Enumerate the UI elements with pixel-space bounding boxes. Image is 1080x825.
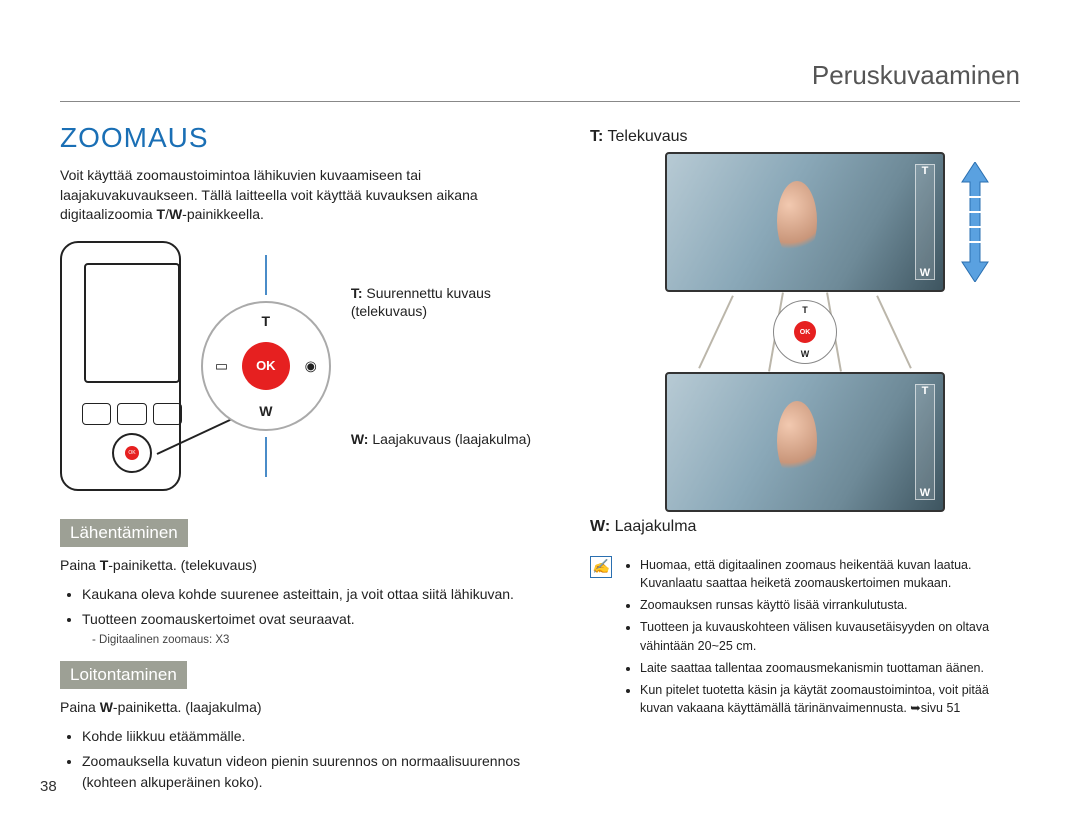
pointer-line-t xyxy=(265,255,267,295)
list-item: Tuotteen ja kuvauskohteen välisen kuvaus… xyxy=(640,618,1020,654)
list-item: Zoomauksen runsas käyttö lisää virrankul… xyxy=(640,596,1020,614)
zoom-in-bullets: Kaukana oleva kohde suurenee asteittain,… xyxy=(60,584,540,649)
list-item: Kun pitelet tuotetta käsin ja käytät zoo… xyxy=(640,681,1020,717)
intro-paragraph: Voit käyttää zoomaustoimintoa lähikuvien… xyxy=(60,166,540,225)
section-title: ZOOMAUS xyxy=(60,122,540,154)
device-control-ring-small: OK xyxy=(112,433,152,473)
list-item: Laite saattaa tallentaa zoomausmekanismi… xyxy=(640,659,1020,677)
callout-t-label: T: xyxy=(351,285,363,301)
ring-t-label: T xyxy=(262,313,271,329)
intro-w: W xyxy=(169,206,182,222)
callout-labels: T: Suurennettu kuvaus (telekuvaus) W: La… xyxy=(351,284,540,449)
list-item: Kaukana oleva kohde suurenee asteittain,… xyxy=(82,584,540,605)
callout-w-label: W: xyxy=(351,431,369,447)
ok-button: OK xyxy=(242,342,290,390)
ring-w-label: W xyxy=(259,403,272,419)
mini-t: T xyxy=(802,305,808,315)
page-header: Peruskuvaaminen xyxy=(60,60,1020,102)
callout-w: W: Laajakuvaus (laajakulma) xyxy=(351,430,540,448)
ring-right-icon: ◉ xyxy=(305,357,317,374)
control-ring-mini: T W OK xyxy=(773,300,837,364)
zoom-rays: T W OK xyxy=(665,292,945,372)
callout-w-text: Laajakuvaus (laajakulma) xyxy=(372,431,531,447)
pointer-line-w xyxy=(265,437,267,477)
zoom-in-subnote: - Digitaalinen zoomaus: X3 xyxy=(92,632,540,649)
device-diagram: OK T W ▭ ◉ OK T: Suurennettu kuvaus ( xyxy=(60,241,540,491)
list-item: Zoomauksella kuvatun videon pienin suure… xyxy=(82,751,540,793)
intro-tail: -painikkeella. xyxy=(182,206,264,222)
zoom-out-heading: Loitontaminen xyxy=(60,661,187,689)
mini-w: W xyxy=(801,349,810,359)
photo-stack: T W T W xyxy=(590,152,1020,512)
note-list: Huomaa, että digitaalinen zoomaus heiken… xyxy=(622,556,1020,721)
list-item: Kohde liikkuu etäämmälle. xyxy=(82,726,540,747)
device-button-row xyxy=(82,403,182,425)
tele-photo: T W xyxy=(665,152,945,292)
callout-t-text: Suurennettu kuvaus (telekuvaus) xyxy=(351,285,491,319)
ring-left-icon: ▭ xyxy=(215,357,228,374)
zoom-out-bullets: Kohde liikkuu etäämmälle. Zoomauksella k… xyxy=(60,726,540,793)
zoom-in-heading: Lähentäminen xyxy=(60,519,188,547)
right-column: T: Telekuvaus T W xyxy=(590,122,1020,797)
callout-t: T: Suurennettu kuvaus (telekuvaus) xyxy=(351,284,540,320)
zoom-out-para: Paina W-painiketta. (laajakulma) xyxy=(60,697,540,718)
note-block: ✍ Huomaa, että digitaalinen zoomaus heik… xyxy=(590,556,1020,721)
device-screen xyxy=(84,263,180,383)
tele-label: T: Telekuvaus xyxy=(590,128,1020,146)
zoom-in-para: Paina T-painiketta. (telekuvaus) xyxy=(60,555,540,576)
zoom-indicator-tele: T W xyxy=(915,164,935,280)
intro-t: T xyxy=(157,206,166,222)
zoom-indicator-wide: T W xyxy=(915,384,935,500)
control-ring-enlarged: T W ▭ ◉ OK xyxy=(201,301,331,431)
page-number: 38 xyxy=(40,778,57,795)
list-item: Huomaa, että digitaalinen zoomaus heiken… xyxy=(640,556,1020,592)
wide-photo: T W xyxy=(665,372,945,512)
ok-button-mini: OK xyxy=(794,321,816,343)
zoom-arrow-icon xyxy=(960,162,990,282)
device-outline: OK xyxy=(60,241,181,491)
list-item: Tuotteen zoomauskertoimet ovat seuraavat… xyxy=(82,609,540,649)
note-icon: ✍ xyxy=(590,556,612,578)
intro-text: Voit käyttää zoomaustoimintoa lähikuvien… xyxy=(60,167,478,222)
ok-button-small: OK xyxy=(125,446,139,460)
wide-label: W: Laajakulma xyxy=(590,518,1020,536)
left-column: ZOOMAUS Voit käyttää zoomaustoimintoa lä… xyxy=(60,122,540,797)
